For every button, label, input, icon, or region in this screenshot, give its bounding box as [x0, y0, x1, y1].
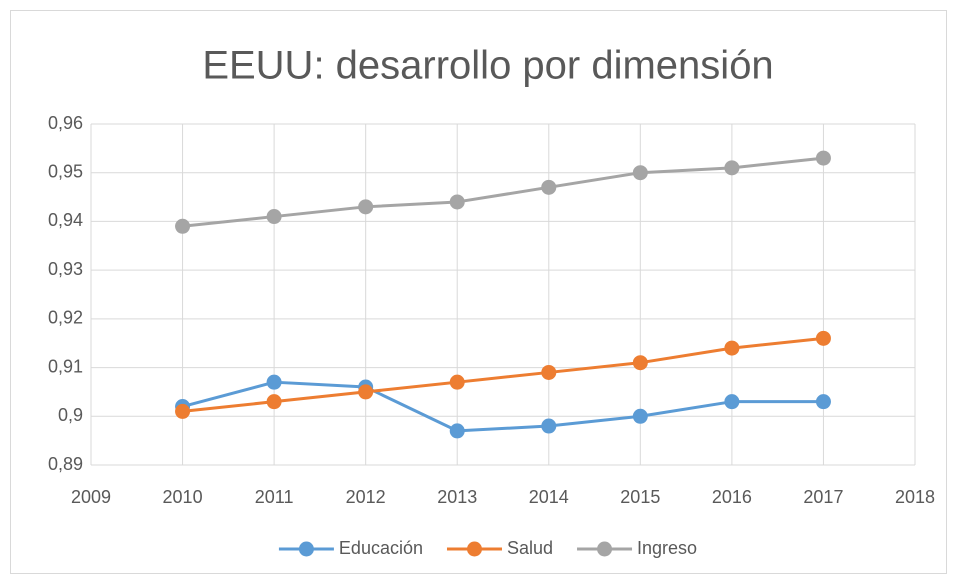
y-tick-label: 0,96	[48, 113, 83, 133]
chart-title: EEUU: desarrollo por dimensión	[202, 44, 773, 88]
data-point	[449, 423, 465, 439]
data-point	[724, 394, 740, 410]
legend-label: Educación	[339, 538, 423, 558]
y-tick-label: 0,95	[48, 161, 83, 181]
x-tick-label: 2016	[712, 487, 752, 507]
x-tick-label: 2017	[803, 487, 843, 507]
y-tick-label: 0,93	[48, 259, 83, 279]
y-tick-label: 0,92	[48, 308, 83, 328]
chart-border	[10, 10, 947, 574]
legend-label: Ingreso	[637, 538, 697, 558]
x-tick-label: 2013	[437, 487, 477, 507]
data-point	[449, 194, 465, 210]
data-point	[266, 374, 282, 390]
legend-marker	[466, 541, 482, 557]
data-point	[541, 418, 557, 434]
x-tick-label: 2014	[529, 487, 569, 507]
series-line	[182, 380, 824, 433]
data-point	[632, 355, 648, 371]
data-point	[449, 374, 465, 390]
legend-marker	[298, 541, 314, 557]
legend-label: Salud	[507, 538, 553, 558]
x-tick-label: 2009	[71, 487, 111, 507]
x-tick-label: 2018	[895, 487, 935, 507]
data-point	[358, 199, 374, 215]
y-tick-label: 0,9	[58, 405, 83, 425]
y-tick-label: 0,94	[48, 210, 83, 230]
x-tick-label: 2012	[346, 487, 386, 507]
data-point	[541, 364, 557, 380]
data-point	[175, 403, 191, 419]
data-point	[632, 408, 648, 424]
data-point	[632, 165, 648, 181]
data-point	[815, 330, 831, 346]
data-point	[724, 340, 740, 356]
x-tick-label: 2015	[620, 487, 660, 507]
x-tick-label: 2011	[255, 487, 294, 507]
data-point	[541, 179, 557, 195]
data-point	[266, 394, 282, 410]
data-point	[724, 160, 740, 176]
data-point	[815, 150, 831, 166]
y-tick-label: 0,89	[48, 454, 83, 474]
data-point	[358, 384, 374, 400]
legend-marker	[597, 541, 613, 557]
data-point	[266, 209, 282, 225]
y-tick-label: 0,91	[48, 356, 83, 376]
x-tick-label: 2010	[163, 487, 203, 507]
series-line	[182, 336, 824, 413]
series-line	[182, 156, 824, 228]
data-point	[815, 394, 831, 410]
data-point	[175, 218, 191, 234]
